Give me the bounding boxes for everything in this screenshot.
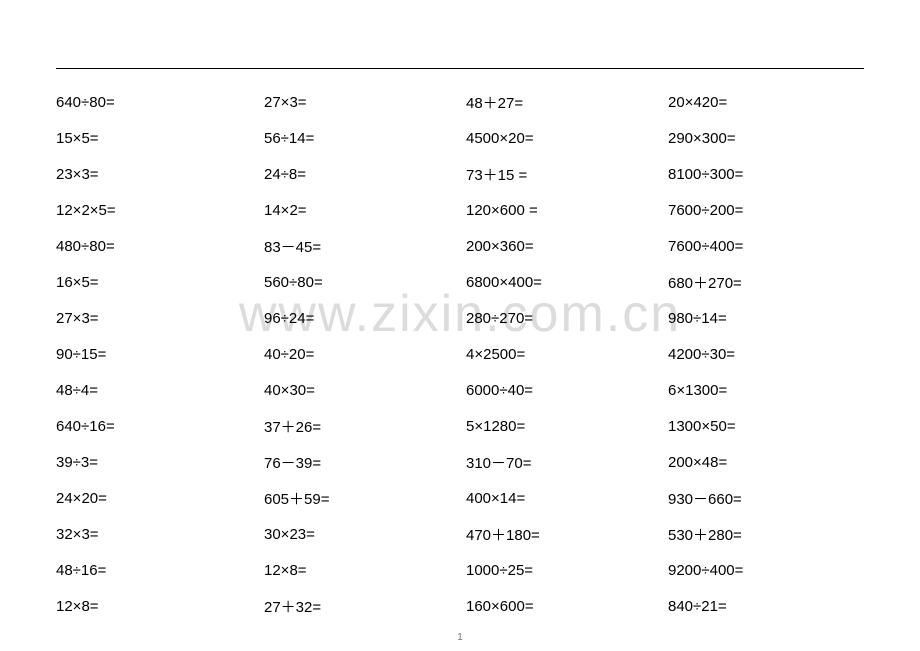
math-cell: 30×23= <box>258 516 460 552</box>
math-cell: 6×1300= <box>662 372 864 408</box>
math-grid: 640÷80=27×3=48＋27=20×420=15×5=56÷14=4500… <box>56 84 864 624</box>
math-cell: 73＋15 = <box>460 156 662 192</box>
math-cell: 290×300= <box>662 120 864 156</box>
math-cell: 83－45= <box>258 228 460 264</box>
math-cell: 20×420= <box>662 84 864 120</box>
math-cell: 4×2500= <box>460 336 662 372</box>
math-cell: 40÷20= <box>258 336 460 372</box>
math-cell: 9200÷400= <box>662 552 864 588</box>
math-cell: 530＋280= <box>662 516 864 552</box>
math-cell: 310－70= <box>460 444 662 480</box>
math-cell: 76－39= <box>258 444 460 480</box>
math-cell: 12×8= <box>56 588 258 624</box>
math-cell: 12×8= <box>258 552 460 588</box>
math-cell: 39÷3= <box>56 444 258 480</box>
page-number: 1 <box>0 632 920 643</box>
math-cell: 24÷8= <box>258 156 460 192</box>
math-cell: 7600÷400= <box>662 228 864 264</box>
math-cell: 560÷80= <box>258 264 460 300</box>
math-cell: 640÷80= <box>56 84 258 120</box>
math-cell: 840÷21= <box>662 588 864 624</box>
math-cell: 4500×20= <box>460 120 662 156</box>
math-cell: 4200÷30= <box>662 336 864 372</box>
math-cell: 27＋32= <box>258 588 460 624</box>
math-cell: 5×1280= <box>460 408 662 444</box>
math-cell: 8100÷300= <box>662 156 864 192</box>
math-cell: 930－660= <box>662 480 864 516</box>
page: www.zixin.com.cn 640÷80=27×3=48＋27=20×42… <box>0 0 920 651</box>
math-cell: 14×2= <box>258 192 460 228</box>
math-cell: 640÷16= <box>56 408 258 444</box>
math-cell: 6800×400= <box>460 264 662 300</box>
math-cell: 160×600= <box>460 588 662 624</box>
math-cell: 12×2×5= <box>56 192 258 228</box>
math-cell: 96÷24= <box>258 300 460 336</box>
math-cell: 6000÷40= <box>460 372 662 408</box>
math-cell: 48÷16= <box>56 552 258 588</box>
math-cell: 680＋270= <box>662 264 864 300</box>
math-cell: 400×14= <box>460 480 662 516</box>
math-cell: 16×5= <box>56 264 258 300</box>
math-cell: 23×3= <box>56 156 258 192</box>
math-cell: 470＋180= <box>460 516 662 552</box>
math-cell: 27×3= <box>56 300 258 336</box>
math-cell: 32×3= <box>56 516 258 552</box>
math-cell: 605＋59= <box>258 480 460 516</box>
math-cell: 280÷270= <box>460 300 662 336</box>
math-cell: 980÷14= <box>662 300 864 336</box>
math-cell: 40×30= <box>258 372 460 408</box>
top-rule <box>56 68 864 69</box>
math-cell: 1300×50= <box>662 408 864 444</box>
math-cell: 27×3= <box>258 84 460 120</box>
math-cell: 48÷4= <box>56 372 258 408</box>
math-cell: 120×600 = <box>460 192 662 228</box>
math-cell: 200×48= <box>662 444 864 480</box>
math-cell: 90÷15= <box>56 336 258 372</box>
math-cell: 480÷80= <box>56 228 258 264</box>
math-cell: 56÷14= <box>258 120 460 156</box>
math-cell: 7600÷200= <box>662 192 864 228</box>
math-cell: 48＋27= <box>460 84 662 120</box>
math-cell: 1000÷25= <box>460 552 662 588</box>
math-cell: 37＋26= <box>258 408 460 444</box>
math-cell: 15×5= <box>56 120 258 156</box>
math-cell: 24×20= <box>56 480 258 516</box>
math-cell: 200×360= <box>460 228 662 264</box>
